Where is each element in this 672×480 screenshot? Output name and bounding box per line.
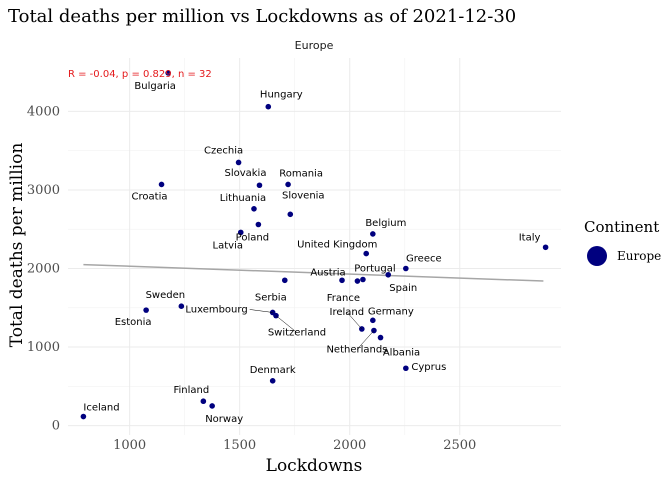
points-layer — [80, 70, 549, 420]
point-label-iceland: Iceland — [83, 403, 119, 414]
point-label-latvia: Latvia — [213, 240, 243, 251]
x-tick-label: 1500 — [223, 438, 256, 453]
point-lithuania — [251, 206, 257, 212]
legend-label-europe: Europe — [617, 249, 661, 263]
tick-labels: 1000 1500 2000 2500 0 1000 2000 3000 4000 — [27, 104, 476, 453]
leader-line-netherlands — [356, 330, 375, 350]
x-tick-label: 1000 — [113, 438, 146, 453]
point-label-ireland: Ireland — [330, 307, 365, 318]
point-slovakia — [256, 182, 263, 189]
point-germany — [370, 317, 376, 324]
correlation-annotation: R = -0.04, p = 0.829, n = 32 — [68, 69, 212, 80]
regression-line — [83, 263, 544, 282]
point-label-denmark: Denmark — [250, 365, 296, 376]
point-france — [354, 278, 361, 284]
point-united-kingdom — [363, 250, 370, 257]
point-label-romania: Romania — [279, 168, 323, 179]
point-denmark — [269, 378, 276, 384]
leader-line-ireland — [346, 311, 363, 330]
point-italy — [542, 244, 549, 251]
point-latvia — [237, 229, 244, 236]
point-label-france: France — [327, 293, 360, 304]
point-label-cyprus: Cyprus — [411, 362, 446, 373]
point-label-croatia: Croatia — [132, 191, 168, 202]
point-estonia — [143, 307, 149, 313]
y-tick-label: 3000 — [27, 183, 60, 198]
point-label-czechia: Czechia — [204, 145, 243, 156]
point-poland — [255, 221, 262, 228]
point-portugal — [360, 276, 366, 283]
chart-title: Total deaths per million vs Lockdowns as… — [8, 6, 516, 27]
x-axis-title: Lockdowns — [266, 456, 363, 476]
point-finland — [200, 398, 207, 405]
point-label-lithuania: Lithuania — [220, 193, 266, 204]
point-czechia — [235, 159, 242, 166]
y-axis-title: Total deaths per million — [7, 143, 27, 348]
x-tick-label: 2500 — [443, 438, 476, 453]
point-label-finland: Finland — [173, 385, 209, 396]
point-cyprus — [403, 365, 409, 372]
point-label-poland: Poland — [236, 233, 269, 244]
point-albania — [377, 334, 384, 341]
y-tick-label: 2000 — [27, 261, 60, 276]
gridlines — [68, 58, 561, 435]
point-label-greece: Greece — [406, 253, 442, 264]
point-austria — [339, 277, 345, 284]
point-label-belgium: Belgium — [365, 218, 406, 229]
legend: Continent Europe — [584, 218, 661, 266]
point-label-united-kingdom: United Kingdom — [297, 240, 377, 251]
point-spain — [385, 271, 392, 278]
legend-key-europe — [587, 246, 607, 266]
point-label-germany: Germany — [368, 306, 414, 317]
point-serbia — [281, 277, 288, 284]
point-iceland — [80, 413, 87, 420]
point-belgium — [370, 231, 376, 237]
leader-line-switzerland — [275, 315, 298, 333]
y-tick-label: 1000 — [27, 340, 60, 355]
x-tick-label: 2000 — [333, 438, 366, 453]
point-label-serbia: Serbia — [255, 292, 287, 303]
point-greece — [403, 265, 409, 272]
point-label-sweden: Sweden — [146, 290, 186, 301]
point-hungary — [265, 103, 272, 110]
point-label-estonia: Estonia — [115, 317, 152, 328]
point-label-bulgaria: Bulgaria — [134, 81, 175, 92]
point-label-switzerland: Switzerland — [268, 328, 326, 339]
point-norway — [209, 403, 215, 409]
y-tick-label: 4000 — [27, 104, 60, 119]
point-label-austria: Austria — [310, 267, 345, 278]
point-romania — [285, 181, 291, 188]
point-label-hungary: Hungary — [260, 90, 303, 101]
facet-label: Europe — [295, 39, 334, 52]
point-label-norway: Norway — [205, 414, 243, 425]
point-label-spain: Spain — [389, 283, 417, 294]
point-croatia — [158, 181, 165, 188]
legend-title: Continent — [584, 218, 659, 236]
point-label-netherlands: Netherlands — [326, 345, 387, 356]
point-label-italy: Italy — [519, 232, 541, 243]
point-bulgaria — [165, 70, 171, 76]
regression-layer — [83, 263, 544, 282]
point-slovenia — [287, 211, 294, 218]
point-label-luxembourg: Luxembourg — [185, 304, 247, 315]
point-sweden — [178, 303, 185, 309]
point-label-slovakia: Slovakia — [224, 168, 266, 179]
y-tick-label: 0 — [52, 419, 60, 434]
point-labels-layer: Iceland Finland Norway Denmark Estonia Sweden… — [83, 81, 540, 425]
point-label-albania: Albania — [383, 348, 420, 359]
point-label-slovenia: Slovenia — [282, 190, 325, 201]
point-label-portugal: Portugal — [354, 263, 395, 274]
leader-line-luxembourg — [249, 309, 273, 313]
